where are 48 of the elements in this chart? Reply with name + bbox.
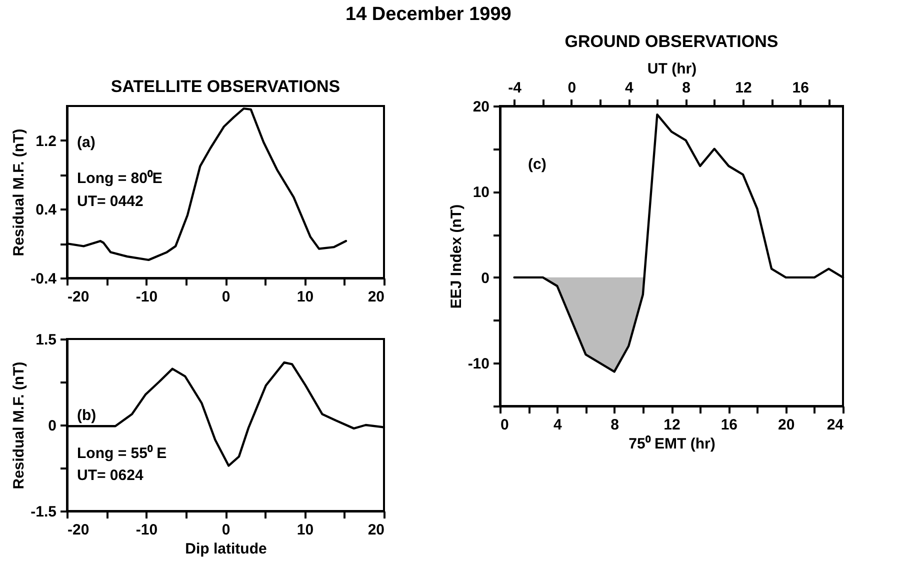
x-axis-title: 75⁰ EMT (hr) bbox=[628, 434, 716, 452]
x-tick-label: 12 bbox=[664, 416, 680, 434]
y-axis-title: EEJ Index (nT) bbox=[448, 204, 465, 309]
x-tick-label: -20 bbox=[68, 288, 90, 306]
x2-tick-label: 4 bbox=[624, 80, 634, 96]
x-tick-label: 10 bbox=[296, 522, 314, 538]
y-tick-label: -1.5 bbox=[30, 504, 56, 520]
x-tick-label: 20 bbox=[368, 522, 384, 538]
text: 14 December 1999 bbox=[346, 4, 512, 25]
x-tick-label: 10 bbox=[296, 288, 314, 306]
x-tick-label: -10 bbox=[136, 522, 158, 538]
x-axis-title: Dip latitude bbox=[185, 540, 267, 558]
annotation: Long = 55⁰ E bbox=[77, 444, 167, 462]
x-tick-label: 24 bbox=[826, 416, 844, 434]
annotation: UT= 0442 bbox=[77, 193, 144, 210]
x2-tick-label: 12 bbox=[735, 80, 752, 96]
y-tick-label: 0 bbox=[481, 270, 490, 287]
annotation: UT= 0624 bbox=[77, 467, 144, 484]
x-tick-label: 16 bbox=[720, 416, 738, 434]
annotation: Long = 80⁰E bbox=[77, 169, 162, 187]
x2-axis-title: UT (hr) bbox=[647, 60, 697, 78]
x2-tick-label: 8 bbox=[682, 80, 690, 96]
x-tick-label: 0 bbox=[222, 288, 230, 306]
y-tick-label: 10 bbox=[472, 184, 490, 202]
y-axis-title: Residual M.F. (nT) bbox=[10, 362, 28, 490]
x-tick-label: 8 bbox=[610, 416, 620, 434]
y-tick-label: 0.4 bbox=[36, 202, 58, 219]
annotation: (a) bbox=[77, 134, 96, 151]
x2-tick-label: -4 bbox=[508, 80, 522, 96]
x-tick-label: 0 bbox=[500, 416, 509, 434]
chart-subtitle: SATELLITE OBSERVATIONS bbox=[110, 77, 340, 96]
x2-tick-label: 0 bbox=[568, 80, 576, 96]
y-tick-label: 1.2 bbox=[36, 132, 56, 150]
y-tick-label: -10 bbox=[468, 356, 490, 373]
y-axis-title: Residual M.F. (nT) bbox=[10, 128, 28, 256]
x-tick-label: -20 bbox=[68, 522, 90, 538]
x-tick-label: 4 bbox=[553, 416, 562, 434]
chart-title: GROUND OBSERVATIONS bbox=[564, 32, 778, 51]
x-tick-label: 20 bbox=[368, 288, 384, 306]
x2-tick-label: 16 bbox=[792, 80, 809, 96]
annotation: (b) bbox=[77, 407, 96, 424]
x-tick-label: 0 bbox=[222, 522, 230, 538]
x-tick-label: 20 bbox=[778, 416, 795, 434]
y-tick-label: 20 bbox=[472, 98, 490, 116]
annotation: (c) bbox=[528, 156, 546, 173]
y-tick-label: -0.4 bbox=[30, 270, 58, 288]
x-tick-label: -10 bbox=[136, 288, 158, 306]
y-tick-label: 1.5 bbox=[36, 332, 56, 348]
